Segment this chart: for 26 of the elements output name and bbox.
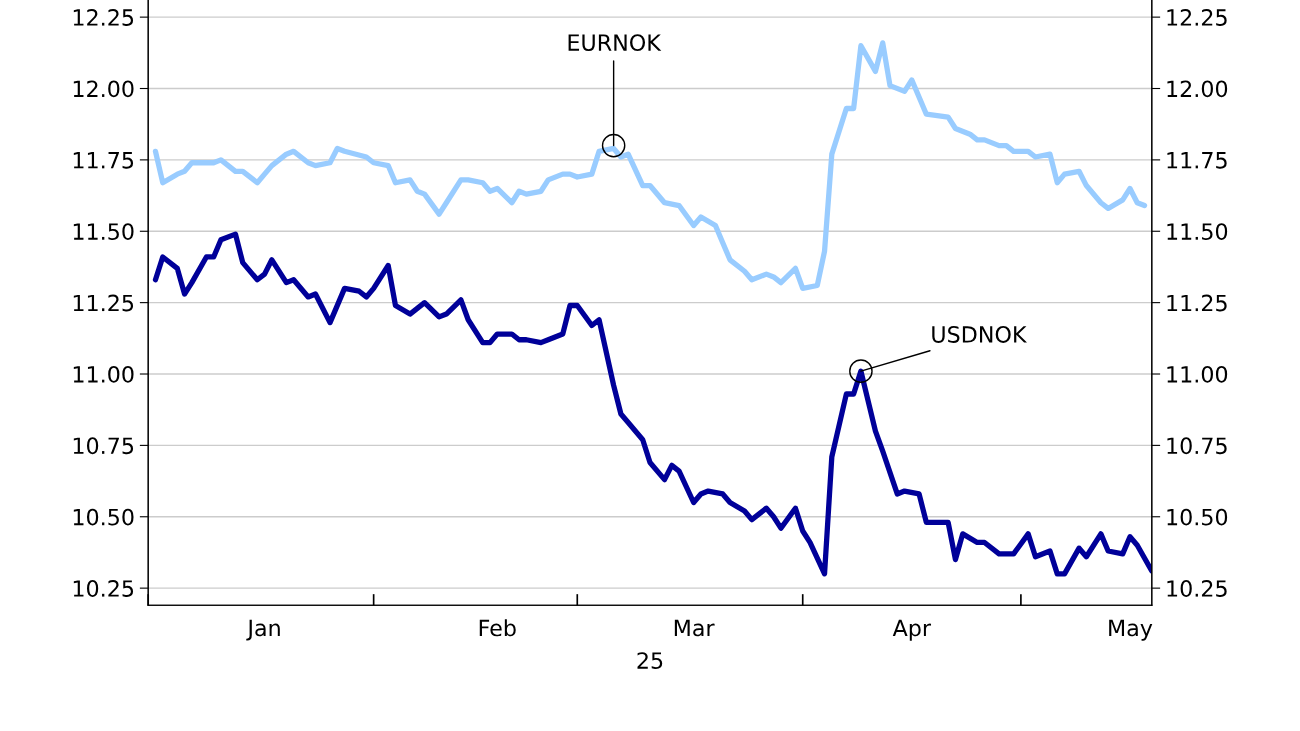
y2-tick-label: 12.25 — [1167, 9, 1227, 26]
x-tick-label: Mar — [674, 619, 715, 637]
y-tick-label: 11.75 — [73, 152, 134, 169]
annotation: USDNOK — [932, 326, 1027, 343]
y2-tick-label: 11.75 — [1167, 152, 1227, 169]
y2-tick-label: 11.25 — [1167, 294, 1227, 312]
y-tick-label: 12.00 — [73, 80, 134, 98]
y-tick-label: 10.25 — [73, 580, 134, 597]
x-tick-label: May — [1109, 619, 1153, 641]
y-tick-label: 10.50 — [73, 508, 134, 526]
y-tick-label: 11.25 — [73, 294, 134, 312]
y2-tick-label: 10.75 — [1167, 437, 1227, 455]
y2-tick-label: 12.00 — [1167, 80, 1228, 98]
annotation: EURNOK — [568, 34, 662, 52]
y2-tick-label: 11.50 — [1167, 223, 1228, 241]
y-tick-label: 10.75 — [73, 437, 134, 455]
x-tick-label: Apr — [892, 619, 932, 641]
x-tick-label: Feb — [479, 619, 516, 637]
y2-tick-label: 10.25 — [1167, 580, 1227, 597]
y-tick-label: 12.25 — [73, 9, 134, 26]
x-axis-title: 25 — [637, 652, 663, 669]
y-tick-label: 11.00 — [73, 365, 134, 383]
y-tick-label: 11.50 — [73, 223, 134, 241]
y2-tick-label: 10.50 — [1167, 508, 1228, 526]
x-tick-label: Jan — [246, 619, 280, 641]
y2-tick-label: 11.00 — [1167, 365, 1228, 383]
